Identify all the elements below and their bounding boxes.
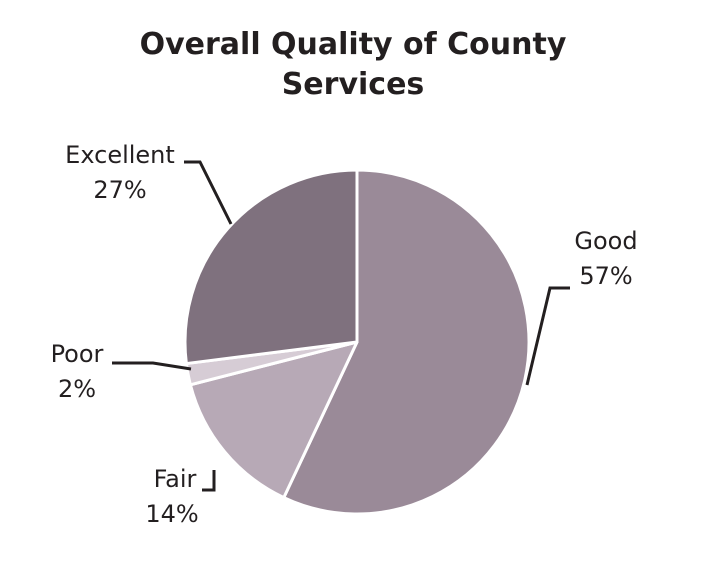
pie-slice-fair xyxy=(188,340,359,500)
leader-line-excellent xyxy=(184,160,233,225)
chart-title-line-1: Overall Quality of County xyxy=(140,27,567,62)
slice-name-excellent: Excellent xyxy=(65,141,175,169)
leader-line-poor xyxy=(112,361,192,371)
pie-slice-good xyxy=(282,168,531,516)
slice-value-good: 57% xyxy=(579,262,632,290)
slice-value-excellent: 27% xyxy=(93,176,146,204)
slice-name-poor: Poor xyxy=(51,340,104,368)
chart-title-line-2: Services xyxy=(282,67,425,102)
slice-value-poor: 2% xyxy=(58,375,96,403)
slice-name-good: Good xyxy=(574,227,637,255)
leader-line-fair xyxy=(202,470,216,492)
leader-line-good xyxy=(525,286,570,386)
pie-slices xyxy=(183,168,531,516)
pie-slice-excellent xyxy=(183,168,359,366)
slice-name-fair: Fair xyxy=(154,465,197,493)
slice-value-fair: 14% xyxy=(145,500,198,528)
